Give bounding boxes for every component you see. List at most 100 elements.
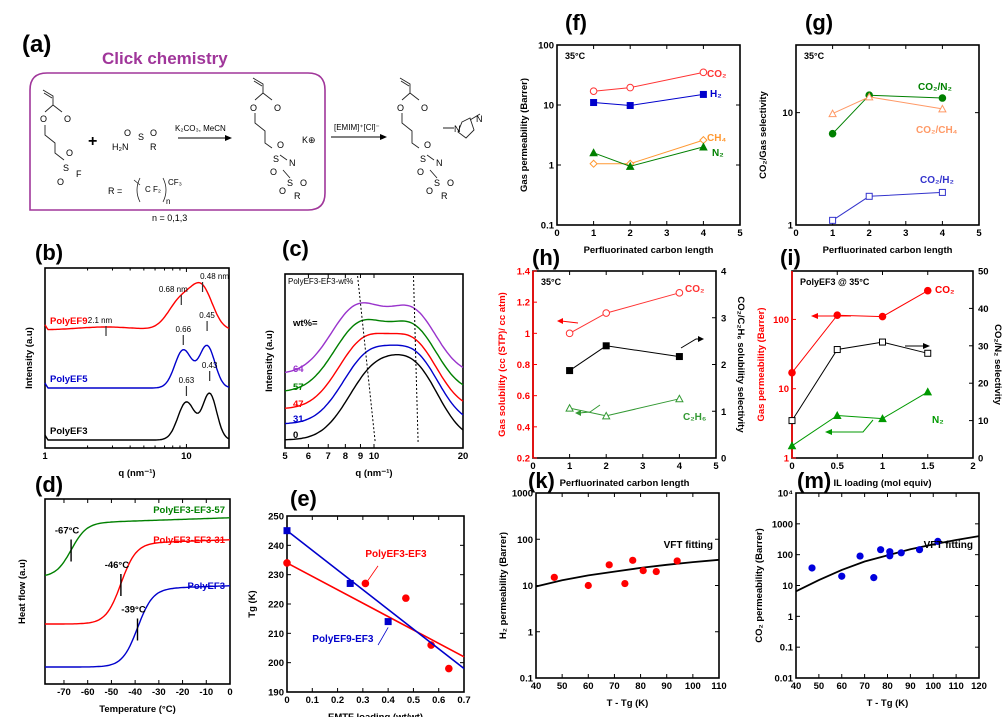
data-point xyxy=(938,94,947,102)
data-point xyxy=(602,342,610,350)
atom-f: F xyxy=(76,169,82,179)
legend-label: 64 xyxy=(293,364,304,375)
series-line-57 xyxy=(284,318,464,392)
series-label: CO₂ xyxy=(935,285,954,296)
y-axis-title: CO₂ permeability (Barrer) xyxy=(754,528,765,643)
tg-label: -39°C xyxy=(121,605,146,616)
x-tick-label: 40 xyxy=(791,681,802,692)
atom-n: N xyxy=(454,124,461,134)
y-tick-label: 210 xyxy=(268,629,284,640)
x-tick-label: -70 xyxy=(57,687,71,698)
y-tick-label: 10 xyxy=(782,108,793,119)
x-tick-label: 5 xyxy=(737,228,743,239)
y-tick-label: 0.1 xyxy=(780,643,794,654)
x-tick-label: 0.1 xyxy=(306,695,320,706)
label-pointer xyxy=(367,565,379,581)
data-point xyxy=(675,394,684,403)
panel-label-f: (f) xyxy=(565,10,587,35)
atom-o: O xyxy=(417,167,424,177)
y2-tick-label: 30 xyxy=(978,341,989,352)
x-tick-label: 120 xyxy=(971,681,987,692)
atom-o: O xyxy=(421,103,428,113)
data-point xyxy=(283,527,291,535)
atom-n: N xyxy=(476,114,483,124)
data-point xyxy=(877,546,885,554)
y-tick-label: 0.01 xyxy=(775,674,794,685)
x-axis-title: q (nm⁻¹) xyxy=(118,468,155,479)
data-point xyxy=(346,579,354,587)
panel-label-a: (a) xyxy=(22,31,51,58)
peak-label: 0.63 xyxy=(179,376,195,385)
y-tick-label: 0.6 xyxy=(517,391,530,402)
axis-pointer-arrow xyxy=(578,404,601,414)
data-point xyxy=(934,537,942,545)
series-line-CO2/CH4 xyxy=(832,96,943,115)
series-label: PolyEF3-EF3-57 xyxy=(153,505,225,516)
atom-o: O xyxy=(124,128,131,138)
data-point xyxy=(788,368,796,377)
x-tick-label: 2 xyxy=(970,461,975,472)
y-tick-label: 1 xyxy=(528,627,534,638)
peak-guide-line xyxy=(412,275,419,444)
atom-s: S xyxy=(273,154,279,164)
atom-r: R xyxy=(294,191,301,201)
data-point xyxy=(589,87,598,95)
panel-label-k: (k) xyxy=(528,468,555,493)
data-point xyxy=(384,618,392,626)
plots: (b)1 10q (nm⁻¹)Intensity (a.u)PolyEF9Poly… xyxy=(17,10,1002,717)
atom-o: O xyxy=(66,148,73,158)
x-tick-label: 70 xyxy=(859,681,870,692)
x-tick-label: 0 xyxy=(284,695,289,706)
panel-label-d: (d) xyxy=(35,472,63,497)
x-tick-label: 6 xyxy=(306,451,311,462)
condition-annotation: PolyEF3 @ 35°C xyxy=(800,277,870,287)
x-tick-label: 0.7 xyxy=(457,695,470,706)
data-point xyxy=(625,161,635,170)
x-tick-label: 5 xyxy=(282,451,288,462)
x-axis-title: Perfluorinated carbon length xyxy=(823,245,953,256)
series-line-CO2 xyxy=(791,290,929,374)
x-tick-label: 0 xyxy=(789,461,794,472)
temperature-annotation: 35°C xyxy=(804,51,825,61)
arrowhead-icon xyxy=(575,410,581,416)
data-point xyxy=(832,410,842,420)
x-tick-label: 0 xyxy=(227,687,232,698)
x-tick-label: 5 xyxy=(713,461,719,472)
panel-label-e: (e) xyxy=(290,486,317,511)
atom-o: O xyxy=(426,186,433,196)
x-tick-label: 3 xyxy=(903,228,908,239)
data-point xyxy=(923,387,933,396)
data-point xyxy=(283,559,291,567)
series-label: PolyEF9-EF3 xyxy=(312,634,374,645)
peak-label: 0.48 nm xyxy=(200,272,229,281)
atom-r: R xyxy=(441,191,448,201)
atom-o: O xyxy=(150,128,157,138)
r-group-label: R = xyxy=(108,186,122,196)
series-line-CO2/N2 xyxy=(791,341,928,421)
data-point xyxy=(828,129,837,138)
arrowhead-icon xyxy=(557,318,563,324)
temperature-annotation: 35°C xyxy=(565,51,586,61)
x-tick-label: 70 xyxy=(609,681,620,692)
arrowhead-icon xyxy=(825,429,832,435)
data-point xyxy=(673,557,681,565)
x-tick-label: 0.5 xyxy=(407,695,421,706)
y-axis-title: CO₂/Gas selectivity xyxy=(758,90,769,178)
arrowhead-icon xyxy=(698,336,704,342)
x-tick-label: 2 xyxy=(604,461,609,472)
vft-annotation: VFT fitting xyxy=(924,540,973,551)
x-tick-label: 110 xyxy=(948,681,963,692)
chart-e: (e) 0 0.1 0.2 0.3 0.4 0.5 0.6 0.7 EMTF loading (w… xyxy=(247,486,471,717)
data-point xyxy=(602,309,611,317)
arrowhead-icon xyxy=(811,313,818,319)
data-point xyxy=(938,188,946,196)
x-tick-label: -50 xyxy=(105,687,119,698)
data-point xyxy=(566,367,574,375)
y-tick-label: 0.4 xyxy=(517,422,531,433)
series-label: CO₂/CH₄ xyxy=(916,125,958,136)
vft-annotation: VFT fitting xyxy=(664,540,713,551)
y-tick-label: 0.1 xyxy=(520,674,534,685)
series-line-CO2/C2H6 xyxy=(569,345,680,372)
y-tick-label: 10⁴ xyxy=(778,489,794,500)
data-point xyxy=(878,414,887,423)
